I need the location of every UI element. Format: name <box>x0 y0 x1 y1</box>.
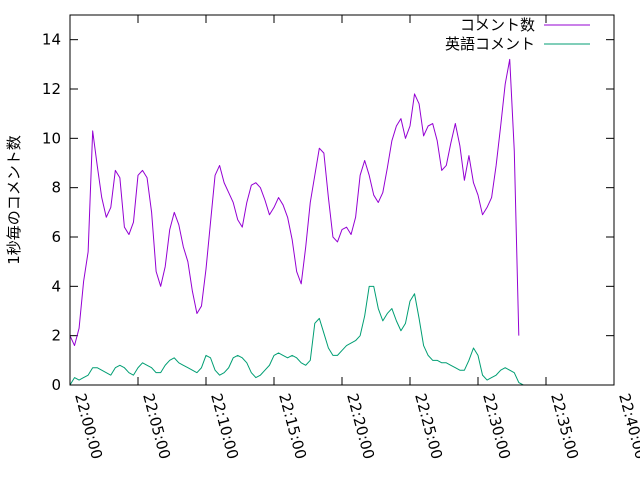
legend-label: コメント数 <box>460 16 535 34</box>
y-tick-label: 14 <box>42 31 61 49</box>
x-axis-ticks: 22:00:00 22:05:00 22:10:00 22:15:00 22:20:00… <box>69 15 640 461</box>
x-tick-label: 22:15:00 <box>275 391 310 461</box>
series-layer <box>69 58 524 386</box>
legend-label: 英語コメント <box>445 35 535 53</box>
x-tick-label: 22:30:00 <box>479 391 514 461</box>
y-tick-label: 10 <box>42 129 61 147</box>
y-axis-label: 1秒毎のコメント数 <box>5 135 23 265</box>
x-tick-label: 22:25:00 <box>411 391 446 461</box>
y-tick-label: 0 <box>51 376 61 394</box>
y-axis-ticks: 0 2 4 6 8 10 12 14 <box>42 31 614 394</box>
x-tick-label: 22:05:00 <box>139 391 174 461</box>
series-line-2 <box>69 285 524 386</box>
series-line-1 <box>69 58 520 347</box>
x-tick-label: 22:40:00 <box>615 391 640 461</box>
x-tick-label: 22:35:00 <box>547 391 582 461</box>
plot-frame <box>69 14 615 386</box>
y-tick-label: 12 <box>42 80 61 98</box>
x-tick-label: 22:00:00 <box>71 391 106 461</box>
y-tick-label: 8 <box>51 179 61 197</box>
y-tick-label: 4 <box>51 277 61 295</box>
x-tick-label: 22:20:00 <box>343 391 378 461</box>
x-tick-label: 22:10:00 <box>207 391 242 461</box>
y-tick-label: 6 <box>51 228 61 246</box>
y-tick-label: 2 <box>51 327 61 345</box>
